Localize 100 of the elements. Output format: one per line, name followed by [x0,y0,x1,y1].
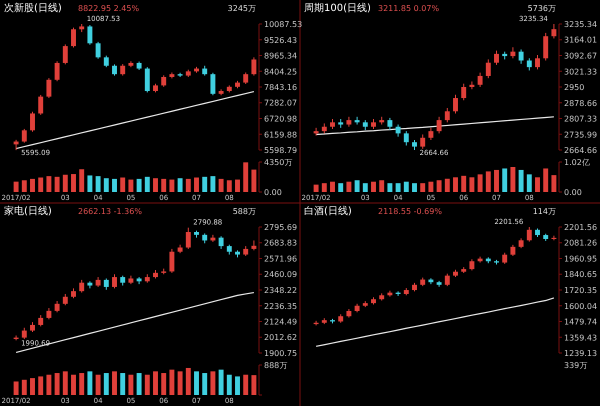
bar [243,162,248,192]
bar [543,168,548,192]
y-tick-label: 2012.62 [264,333,298,342]
candlestick [38,314,44,327]
candlestick [251,56,256,76]
bar [46,374,52,395]
candlestick [404,130,409,146]
bar [194,178,199,192]
bar [494,170,499,192]
candlestick [444,107,450,123]
bar [551,175,556,192]
chart-subtitle: 8822.95 2.45% [78,4,140,13]
candlestick [362,120,368,131]
candlestick [112,274,117,289]
text: 3245万 [228,4,256,13]
chart-title: 白酒(日线) [304,205,352,217]
bar [461,176,466,192]
bar [161,373,166,395]
y-tick-label: 0.00 [564,188,582,197]
bar [112,178,117,192]
candlestick [510,46,516,59]
y-tick-label: 1239.13 [564,349,598,358]
chart-title: 家电(日线) [4,205,52,217]
candlestick [202,232,208,244]
y-tick-label: 2683.83 [264,238,298,248]
candlestick [62,293,68,306]
candlestick [535,54,540,70]
candlestick [371,118,376,130]
candlestick [518,48,524,64]
y-tick-label: 0.00 [264,188,282,197]
bar [194,371,199,395]
bar [112,371,117,395]
bar [136,373,142,395]
y-tick-label: 2735.99 [564,130,598,140]
bar [251,375,256,395]
candlestick [412,139,417,150]
bar [169,180,174,192]
candlestick [486,58,491,79]
bar [136,178,142,192]
y-tick-label: 2664.66 [564,146,598,155]
candlestick [71,27,76,48]
chart-subtitle: 2662.13 -1.36% [78,207,142,216]
bar [202,176,208,192]
candlestick [226,244,232,256]
y-tick-label: 3235.34 [564,20,598,29]
candlestick [218,236,224,250]
bar [54,373,60,395]
candlestick [243,246,248,256]
y-tick-label: 1359.43 [564,333,598,342]
y-tick-label: 2878.66 [564,98,598,108]
y-tick-label: 1900.75 [264,349,298,358]
y-tick-label: 6720.98 [264,114,298,124]
candlestick [120,64,126,76]
bar [104,373,109,395]
candlestick [14,139,19,151]
bar [226,180,232,192]
bar [510,167,516,192]
y-tick-label: 3092.67 [564,52,598,60]
text: 588万 [232,207,256,216]
y-tick-label: 5598.79 [264,146,298,155]
bar [518,170,524,192]
bar [178,178,183,192]
bar [314,184,319,192]
y-tick-label: 2348.22 [264,286,298,295]
bar [96,374,101,395]
bar [186,368,191,395]
y-tick-label: 2795.69 [264,223,298,232]
bar [226,374,232,395]
y-tick-label: 8965.34 [264,52,298,60]
candlestick [453,94,458,114]
bar [62,174,68,192]
bar [330,182,335,192]
candlestick [202,65,208,76]
candlestick [169,248,174,274]
y-tick-label: 2460.09 [264,270,298,280]
candlestick [54,300,60,313]
bar [161,178,166,192]
candlestick [54,60,60,82]
bar [87,371,92,395]
y-tick-label: 9526.43 [264,36,298,45]
bar [104,178,109,192]
bar [22,180,27,192]
bar [71,374,76,395]
bar [96,176,101,192]
bar [128,374,134,395]
text: 5736万 [528,4,556,13]
bar [38,376,44,395]
bar [202,373,208,395]
y-tick-label: 2950 [564,83,584,92]
bar [54,176,60,192]
candlestick [387,117,392,131]
bar [38,178,44,192]
candlestick [22,327,27,340]
y-tick-label: 1479.74 [564,318,598,326]
candlestick [186,227,191,250]
bar [30,378,35,395]
bar [235,376,240,395]
bar [178,371,183,395]
bar [436,180,442,192]
candlestick [30,111,35,132]
